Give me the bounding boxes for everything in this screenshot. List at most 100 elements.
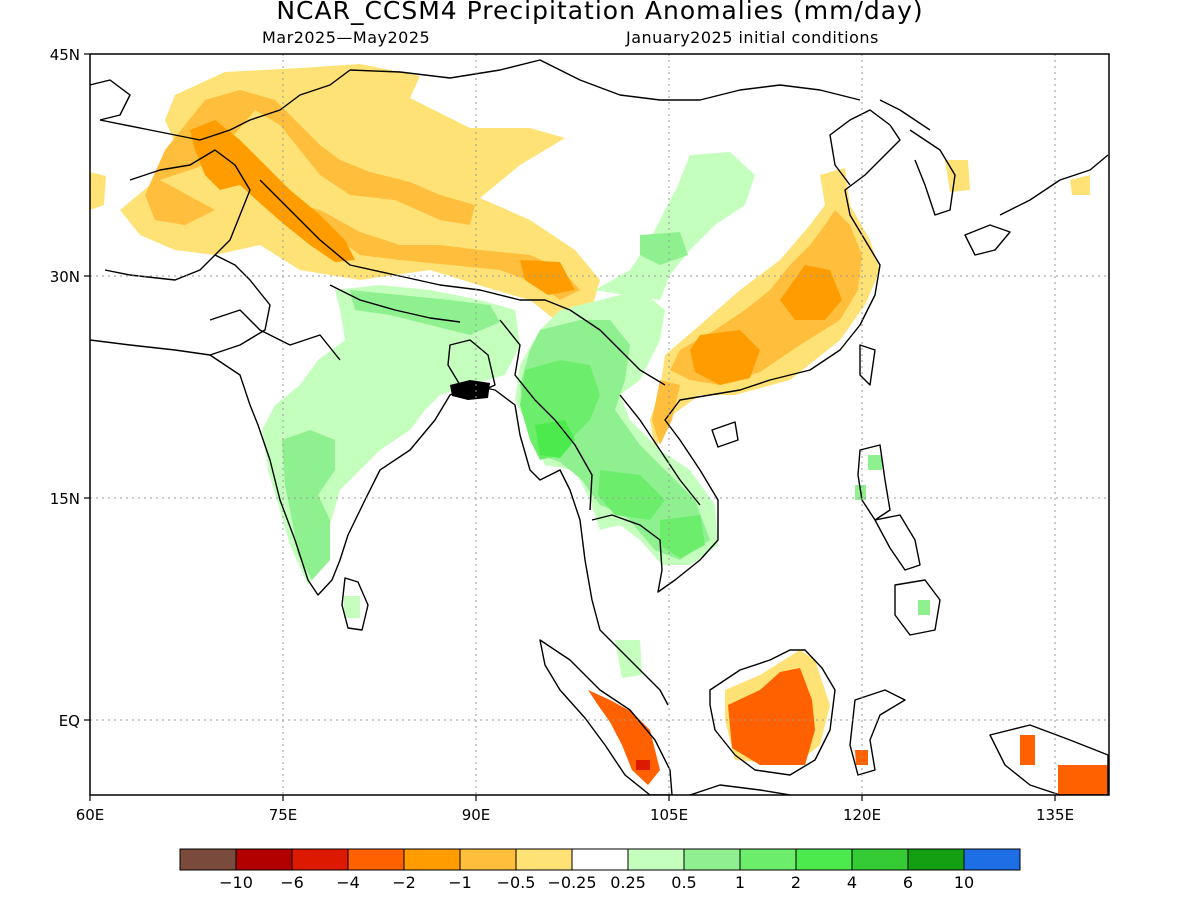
border-korea-china <box>879 99 931 131</box>
colorbar-swatch <box>459 848 517 871</box>
border-india-nepal <box>329 284 461 323</box>
border-india-interior <box>209 309 341 361</box>
colorbar-swatch <box>963 848 1021 871</box>
colorbar-swatch <box>627 848 685 871</box>
colorbar-label: −1 <box>448 873 472 892</box>
coast-bohai <box>829 109 891 186</box>
dry-borneo-core <box>728 668 815 765</box>
colorbar-label: 6 <box>903 873 913 892</box>
lon-label-75: 75E <box>269 806 298 824</box>
dry-new-guinea <box>1020 735 1035 765</box>
coast-arabian-sea <box>90 339 471 596</box>
wet-north-china-band <box>595 152 755 300</box>
coast-hainan <box>711 421 739 448</box>
colorbar-swatch <box>795 848 853 871</box>
wet-philippines <box>868 455 882 470</box>
lon-label-90: 90E <box>462 806 491 824</box>
coast-philippines-central <box>874 514 921 571</box>
dry-far-southeast <box>1058 765 1108 795</box>
colorbar-label: 2 <box>791 873 801 892</box>
border-afghanistan <box>104 149 251 281</box>
dry-south-china-core <box>690 330 760 385</box>
border-china-indochina <box>569 309 666 386</box>
wet-india-core <box>282 430 335 580</box>
colorbar-label: −0.25 <box>547 873 596 892</box>
lat-label-30: 30N <box>50 268 80 286</box>
map-area <box>90 64 1108 795</box>
colorbar-swatch <box>683 848 741 871</box>
coast-korea <box>909 129 956 216</box>
dry-tibet-band <box>280 200 580 300</box>
colorbar-label: −0.5 <box>497 873 536 892</box>
wet-bengal-core <box>350 290 500 335</box>
colorbar-swatch <box>291 848 349 871</box>
axis-ticks <box>84 53 1056 801</box>
lon-labels: 60E 75E 90E 105E 120E 135E <box>76 806 1074 824</box>
colorbar-swatch <box>851 848 909 871</box>
border-mongolia <box>349 59 861 101</box>
colorbar-swatch <box>571 848 629 871</box>
colorbar-label: −10 <box>219 873 253 892</box>
wet-sri-lanka <box>344 596 360 618</box>
dry-tibet-core <box>520 260 575 295</box>
gridlines <box>90 54 1109 795</box>
colorbar-swatch <box>739 848 797 871</box>
colorbar-swatch <box>235 848 293 871</box>
wet-mindanao <box>918 600 930 615</box>
colorbar-label: 4 <box>847 873 857 892</box>
coast-south-china <box>709 124 901 396</box>
coast-japan <box>999 154 1109 216</box>
coast-borneo <box>709 649 836 776</box>
wet-thailand-core <box>598 470 665 520</box>
coast-sri-lanka <box>341 577 369 631</box>
lon-label-135: 135E <box>1036 806 1074 824</box>
colorbar-label: 0.25 <box>610 873 646 892</box>
dry-west-edge <box>90 172 106 210</box>
colorbar-swatch <box>403 848 461 871</box>
dry-deep-fill <box>588 668 1108 795</box>
map-title: NCAR_CCSM4 Precipitation Anomalies (mm/d… <box>276 0 924 25</box>
colorbar-label: −2 <box>392 873 416 892</box>
dry-china-core <box>780 265 842 320</box>
coast-sulawesi <box>849 689 906 776</box>
wet-peak <box>535 420 575 458</box>
bangladesh-delta <box>450 380 490 400</box>
dry-strong-fill <box>190 120 842 385</box>
coast-mindanao <box>894 579 941 636</box>
coast-gulf-of-thailand <box>591 394 719 593</box>
coastlines <box>90 59 1109 795</box>
wet-china-core <box>640 232 688 265</box>
dry-vietnam-strip <box>652 380 680 445</box>
colorbar-label: 10 <box>954 873 974 892</box>
wet-india-zone <box>262 285 520 585</box>
forecast-period: Mar2025—May2025 <box>262 28 431 47</box>
dry-central-asia-core <box>145 90 475 225</box>
lat-labels: 45N 30N 15N EQ <box>50 46 80 730</box>
coast-japan-south <box>964 224 1011 256</box>
lat-label-eq: EQ <box>59 712 80 730</box>
initial-conditions: January2025 initial conditions <box>626 28 879 47</box>
colorbar-label: −6 <box>280 873 304 892</box>
coast-luzon <box>857 444 891 521</box>
border-laos-vietnam <box>619 394 701 506</box>
wet-cambodia-core <box>660 515 705 558</box>
border-central-asia <box>99 69 351 141</box>
lon-label-60: 60E <box>76 806 105 824</box>
lon-label-120: 120E <box>843 806 881 824</box>
coast-caspian <box>90 79 131 121</box>
colorbar-swatch <box>347 848 405 871</box>
colorbar-swatch <box>179 848 237 871</box>
dry-japan-patch <box>1070 175 1090 195</box>
colorbar-swatch <box>515 848 573 871</box>
border-india-pakistan <box>209 254 271 356</box>
dry-extreme-spot <box>636 760 650 770</box>
lat-label-15: 15N <box>50 490 80 508</box>
lat-label-45: 45N <box>50 46 80 64</box>
colorbar: −10 −6 −4 −2 −1 −0.5 −0.25 0.25 0.5 1 2 4 6 10 <box>179 848 1021 892</box>
coast-taiwan <box>859 344 876 386</box>
coast-java <box>689 784 791 795</box>
dry-pakistan-core <box>190 120 355 262</box>
colorbar-label: 0.5 <box>671 873 696 892</box>
coast-sumatra <box>539 639 673 795</box>
